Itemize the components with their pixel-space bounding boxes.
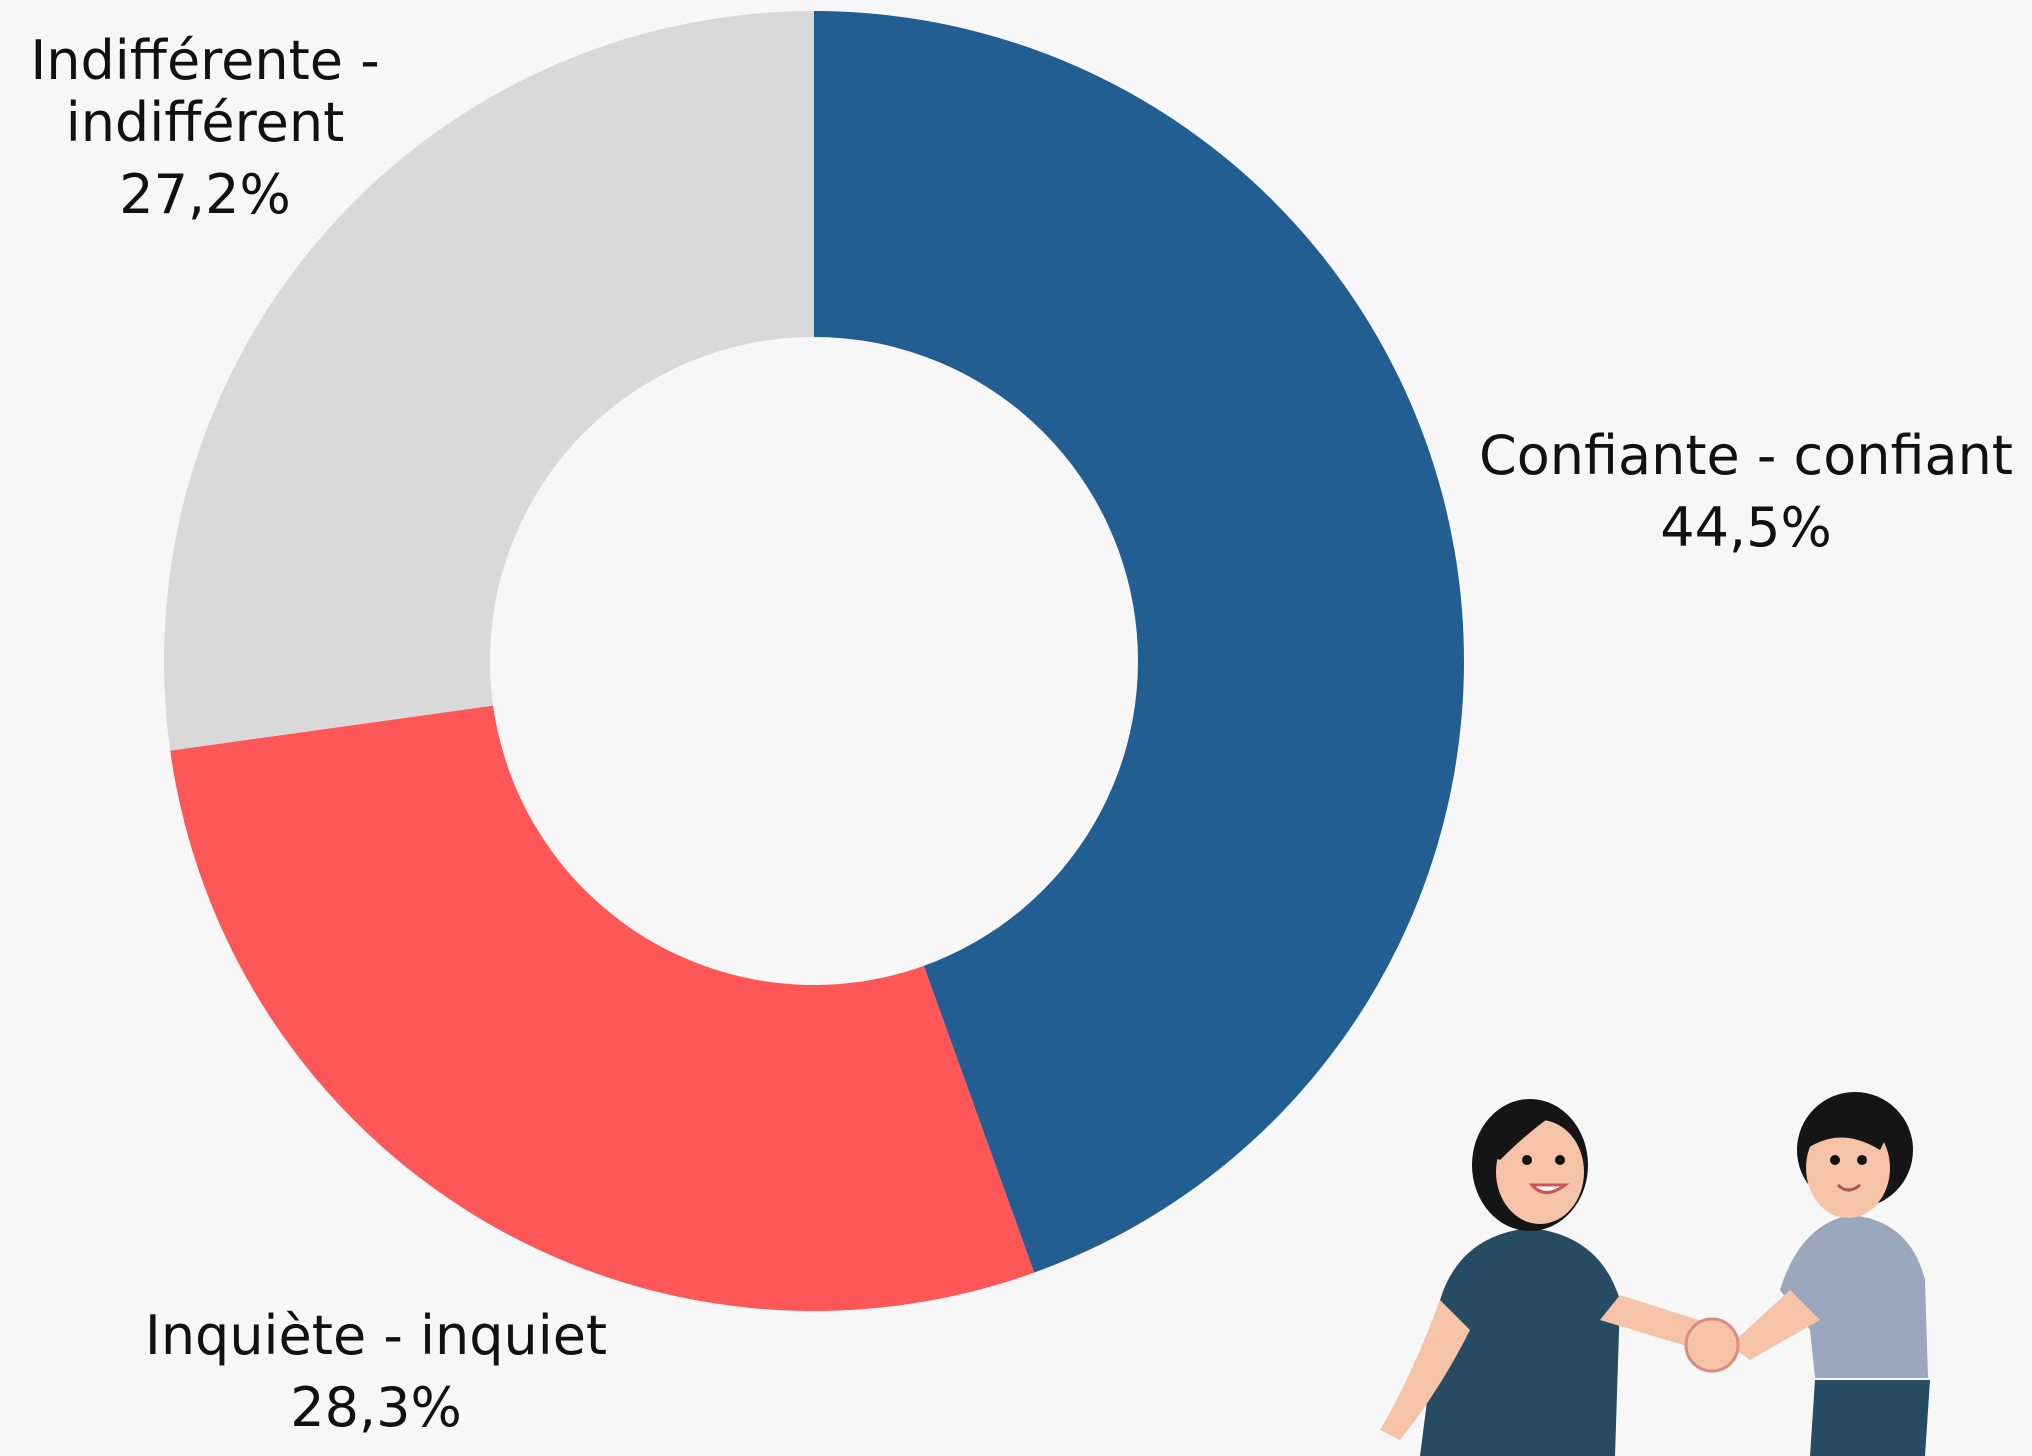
donut-slice [170,705,1035,1311]
donut [164,11,1464,1311]
category-name: Inquiète - inquiet [144,1304,608,1367]
value-label: 27,2% [119,163,291,226]
category-name: Confiante - confiant [1479,424,2013,487]
slice-label: Inquiète - inquiet 28,3% [96,1305,656,1449]
value-label: 28,3% [290,1376,462,1439]
category-name: Indifférente - indifférent [30,29,380,154]
value-label: 44,5% [1660,496,1832,559]
illustration [1380,1092,1930,1456]
donut-slice [164,11,814,751]
slice-label: Indifférente - indifférent 27,2% [10,30,400,236]
slice-label: Confiante - confiant 44,5% [1466,425,2026,569]
donut-slice [814,11,1464,1273]
